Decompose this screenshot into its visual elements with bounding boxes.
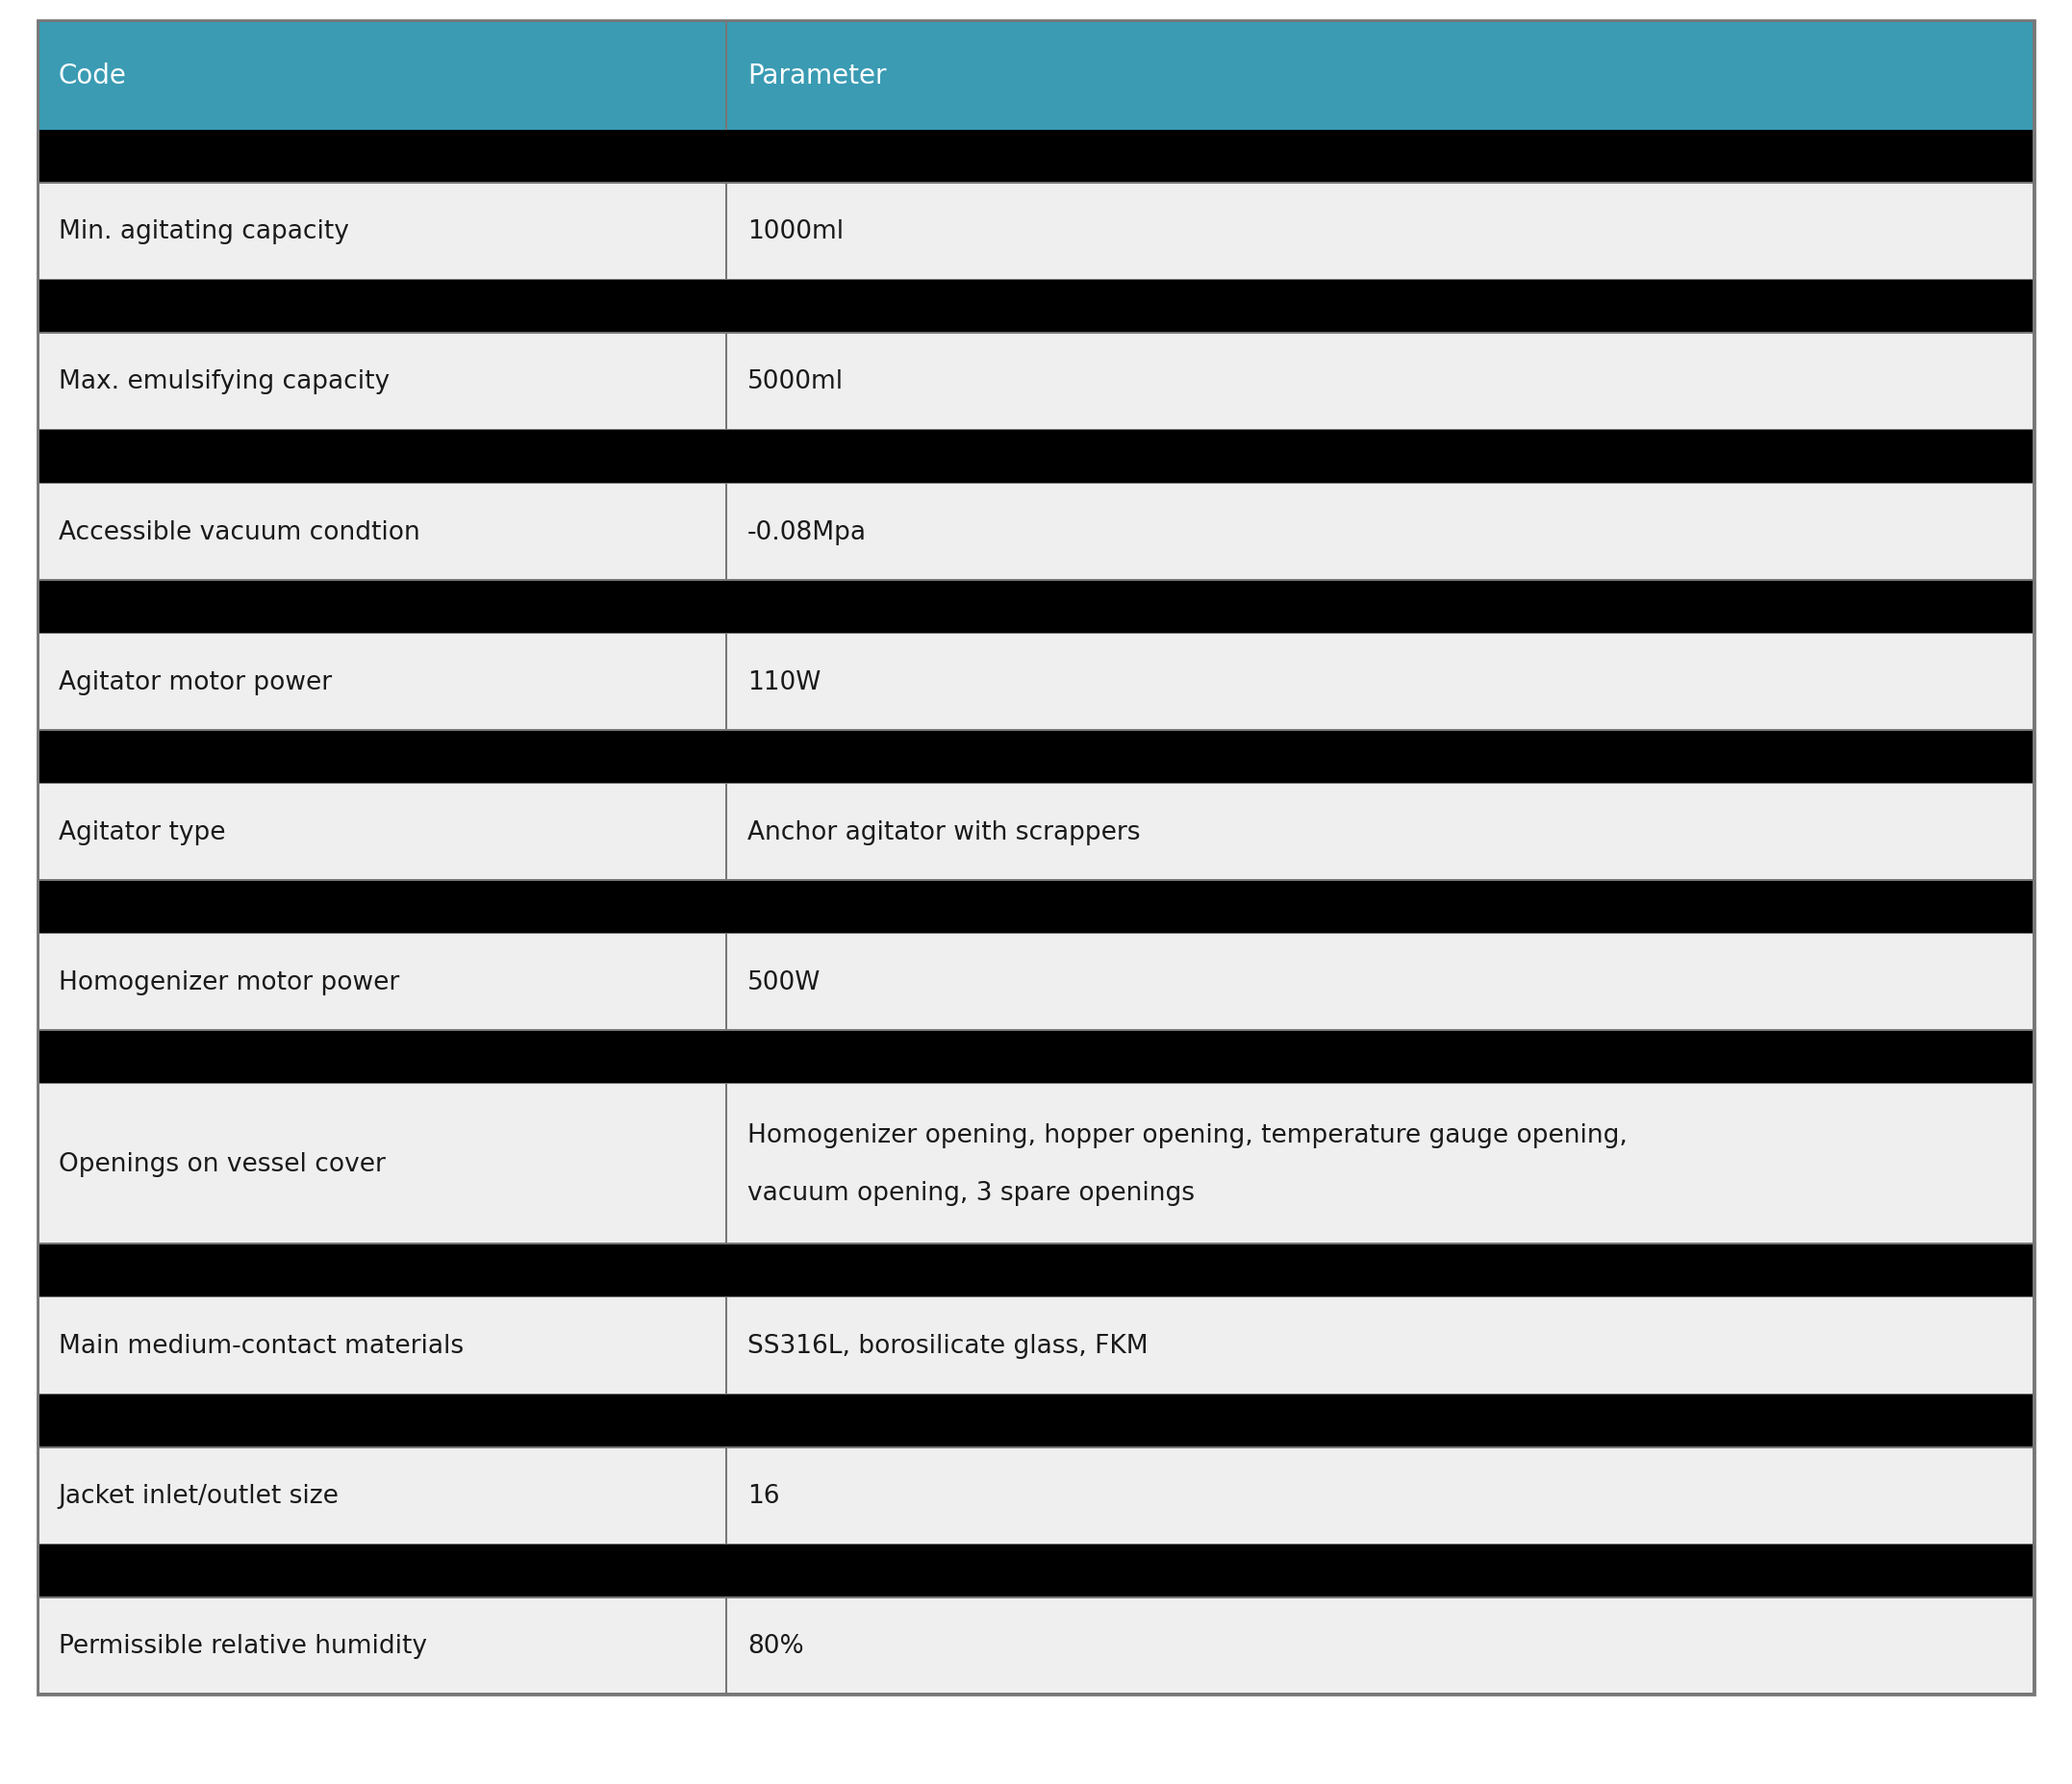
- Bar: [37, 130, 2035, 184]
- Text: Homogenizer opening, hopper opening, temperature gauge opening,: Homogenizer opening, hopper opening, tem…: [748, 1122, 1629, 1147]
- Text: 110W: 110W: [748, 669, 821, 694]
- Bar: [37, 1545, 2035, 1597]
- Bar: [37, 731, 2035, 783]
- Text: Agitator motor power: Agitator motor power: [58, 669, 332, 694]
- Text: vacuum opening, 3 spare openings: vacuum opening, 3 spare openings: [748, 1181, 1196, 1206]
- Bar: [727, 184, 2035, 282]
- Bar: [37, 1597, 727, 1695]
- Text: Code: Code: [58, 62, 126, 89]
- Bar: [37, 21, 2035, 130]
- Bar: [727, 933, 2035, 1031]
- Text: 5000ml: 5000ml: [748, 369, 843, 394]
- Text: Parameter: Parameter: [748, 62, 887, 89]
- Bar: [37, 933, 727, 1031]
- Text: Openings on vessel cover: Openings on vessel cover: [58, 1151, 385, 1176]
- Bar: [727, 783, 2035, 881]
- Bar: [727, 1597, 2035, 1695]
- Bar: [727, 1297, 2035, 1395]
- Bar: [37, 582, 2035, 633]
- Text: Permissible relative humidity: Permissible relative humidity: [58, 1634, 427, 1659]
- Text: 1000ml: 1000ml: [748, 219, 843, 244]
- Bar: [37, 432, 2035, 483]
- Bar: [37, 184, 727, 282]
- Bar: [727, 483, 2035, 582]
- Bar: [727, 633, 2035, 731]
- Bar: [37, 334, 727, 432]
- Text: Min. agitating capacity: Min. agitating capacity: [58, 219, 348, 244]
- Bar: [37, 1395, 2035, 1447]
- Text: Homogenizer motor power: Homogenizer motor power: [58, 970, 400, 995]
- Bar: [37, 1083, 727, 1245]
- Bar: [37, 881, 2035, 933]
- Bar: [37, 1693, 2035, 1695]
- Text: Jacket inlet/outlet size: Jacket inlet/outlet size: [58, 1483, 340, 1507]
- Text: Agitator type: Agitator type: [58, 819, 226, 844]
- Bar: [727, 334, 2035, 432]
- Text: -0.08Mpa: -0.08Mpa: [748, 519, 866, 544]
- Bar: [37, 783, 727, 881]
- Bar: [37, 1031, 2035, 1083]
- Text: Accessible vacuum condtion: Accessible vacuum condtion: [58, 519, 421, 544]
- Bar: [37, 633, 727, 731]
- Bar: [727, 1083, 2035, 1245]
- Bar: [727, 1447, 2035, 1545]
- Text: Main medium-contact materials: Main medium-contact materials: [58, 1333, 464, 1358]
- Bar: [37, 483, 727, 582]
- Text: Max. emulsifying capacity: Max. emulsifying capacity: [58, 369, 390, 394]
- Bar: [37, 1447, 727, 1545]
- Text: 80%: 80%: [748, 1634, 804, 1659]
- Bar: [37, 282, 2035, 334]
- Bar: [37, 1297, 727, 1395]
- Bar: [37, 21, 2035, 23]
- Text: 16: 16: [748, 1483, 779, 1507]
- Text: Anchor agitator with scrappers: Anchor agitator with scrappers: [748, 819, 1140, 844]
- Text: 500W: 500W: [748, 970, 821, 995]
- Bar: [37, 1245, 2035, 1297]
- Text: SS316L, borosilicate glass, FKM: SS316L, borosilicate glass, FKM: [748, 1333, 1148, 1358]
